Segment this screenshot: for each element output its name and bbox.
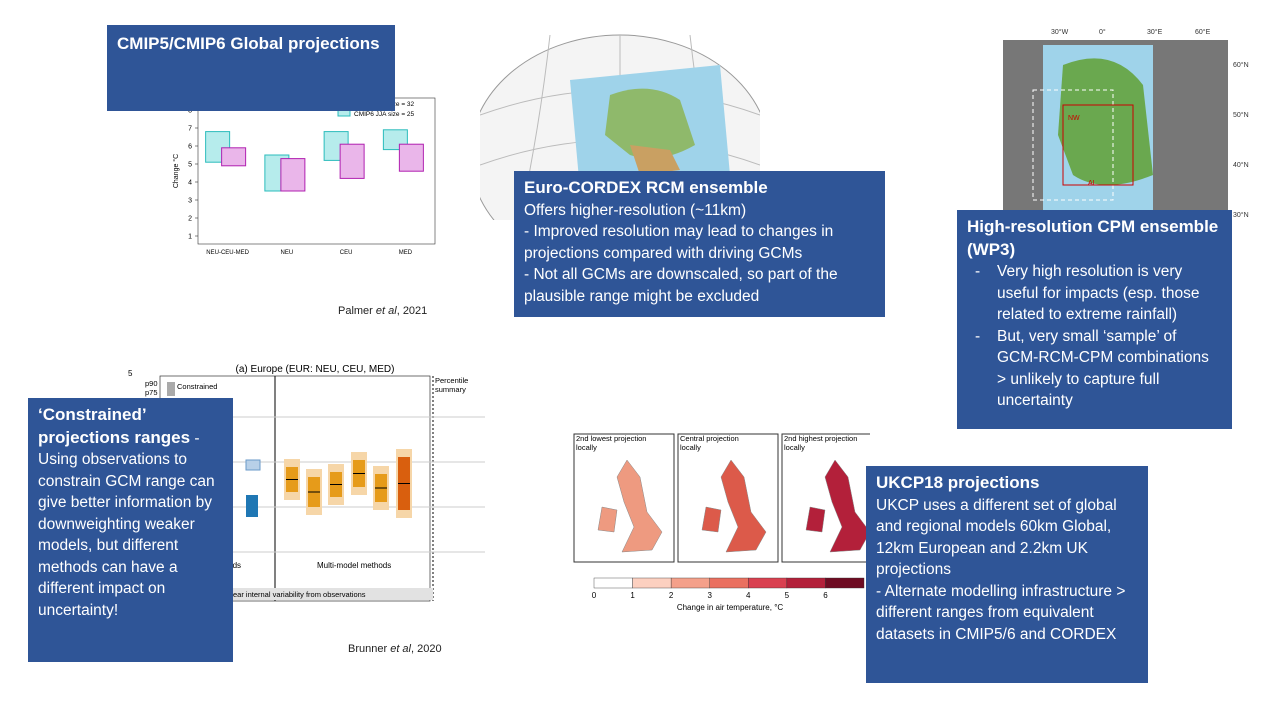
y-tick-label: 5 xyxy=(188,162,192,169)
panel-title: 2nd lowest projection locally xyxy=(576,435,647,452)
box-cmip5 xyxy=(221,147,247,167)
lon-label: 0° xyxy=(1099,28,1106,36)
region-label: NW xyxy=(1068,115,1080,122)
lon-label: 30°W xyxy=(1051,28,1069,36)
colorbar-cell xyxy=(709,577,749,589)
cpm-map: 30°W 0° 30°E 60°E 60°N 50°N 40°N 30°N NW AL xyxy=(1003,25,1253,225)
cite-part: et al xyxy=(375,305,397,317)
legend-label: p90 xyxy=(145,379,158,388)
legend-swatch xyxy=(167,382,175,396)
box xyxy=(246,495,258,517)
bullet: But, very small ‘sample’ of GCM-RCM-CPM … xyxy=(975,326,1222,412)
y-tick-label: 6 xyxy=(188,144,192,151)
box-text: - Improved resolution may lead to change… xyxy=(524,223,834,262)
band-label: ear internal variability from observatio… xyxy=(233,590,366,599)
summary-wrap: Percentile summary xyxy=(435,376,469,394)
uk-map xyxy=(701,459,767,553)
box-title: Euro-CORDEX RCM ensemble xyxy=(524,178,768,197)
ukcp-box: UKCP18 projections UKCP uses a different… xyxy=(866,466,1148,683)
panel-title-wrap: Central projection locally xyxy=(680,435,739,452)
x-tick-label: MED xyxy=(399,250,413,256)
colorbar-tick: 5 xyxy=(785,591,790,600)
box-cmip5 xyxy=(398,143,424,172)
cmip-box: CMIP5/CMIP6 Global projections xyxy=(107,25,395,111)
panel-title-wrap: 2nd highest projection locally xyxy=(784,435,858,452)
colorbar-cell xyxy=(593,577,633,589)
y-tick-label: 8 xyxy=(188,108,192,115)
cite-part: et al xyxy=(390,643,411,655)
panel-title-wrap: 2nd lowest projection locally xyxy=(576,435,647,452)
colorbar-tick: 3 xyxy=(707,591,712,600)
colorbar-tick: 1 xyxy=(630,591,635,600)
panel-title: 2nd highest projection locally xyxy=(784,435,858,452)
bullet: Very high resolution is very useful for … xyxy=(975,261,1222,326)
box-text: - Alternate modelling infrastructure > d… xyxy=(876,582,1126,643)
cite-part: Brunner xyxy=(348,643,391,655)
legend-label: p75 xyxy=(145,388,158,397)
x-tick-label: NEU xyxy=(281,250,294,256)
colorbar-cell xyxy=(632,577,672,589)
uk-map xyxy=(597,459,663,553)
lon-label: 30°E xyxy=(1147,28,1163,36)
figure-title: (a) Europe (EUR: NEU, CEU, MED) xyxy=(236,364,395,375)
colorbar-label: Change in air temperature, °C xyxy=(677,603,784,612)
y-tick-label: 3 xyxy=(188,198,192,205)
box xyxy=(245,459,261,471)
y-axis-label: Change °C xyxy=(172,154,180,188)
lon-label: 60°E xyxy=(1195,28,1211,36)
y-tick-label: 7 xyxy=(188,126,192,133)
uk-map xyxy=(805,459,870,553)
box-text: - Not all GCMs are downscaled, so part o… xyxy=(524,266,838,305)
colorbar-tick: 4 xyxy=(746,591,751,600)
panel-title: Central projection locally xyxy=(680,435,739,452)
box-text: - Using observations to constrain GCM ra… xyxy=(38,429,215,619)
constrained-box: ‘Constrained’ projections ranges - Using… xyxy=(28,398,233,662)
cite-part: , 2020 xyxy=(411,643,442,655)
y-tick-label: 1 xyxy=(188,234,192,241)
colorbar-tick: 2 xyxy=(669,591,674,600)
x-tick-label: CEU xyxy=(340,250,353,256)
colorbar-tick: 0 xyxy=(592,591,597,600)
x-tick-label: NEU-CEU-MED xyxy=(206,250,249,256)
lat-label: 40°N xyxy=(1233,161,1249,169)
lat-label: 30°N xyxy=(1233,211,1249,219)
citation: Brunner et al, 2020 xyxy=(348,643,442,655)
box-title: UKCP18 projections xyxy=(876,473,1040,492)
lat-label: 50°N xyxy=(1233,111,1249,119)
summary-label: Percentile summary xyxy=(435,376,469,394)
box-cmip5 xyxy=(280,158,306,192)
y-tick-label: 5 xyxy=(128,369,133,378)
citation: Palmer et al, 2021 xyxy=(338,305,427,317)
section-label: Multi-model methods xyxy=(317,561,391,570)
box-title: CMIP5/CMIP6 Global projections xyxy=(117,34,380,53)
colorbar-cell xyxy=(786,577,826,589)
legend-label: Constrained xyxy=(177,382,217,391)
region-label: AL xyxy=(1088,180,1097,187)
box-title: High-resolution CPM ensemble (WP3) xyxy=(967,217,1219,259)
cite-part: , 2021 xyxy=(396,305,428,317)
cite-part: Palmer xyxy=(338,305,376,317)
colorbar-cell xyxy=(670,577,710,589)
y-tick-label: 2 xyxy=(188,216,192,223)
lat-label: 60°N xyxy=(1233,61,1249,69)
eucp-figure: EUCP regions end of century12345678Chang… xyxy=(170,84,445,265)
uk-figure: RCM-PPE2nd lowest projection locallyCent… xyxy=(570,432,870,617)
colorbar-cell xyxy=(825,577,865,589)
y-tick-label: 4 xyxy=(188,180,192,187)
legend-label: CMIP6 JJA size = 25 xyxy=(354,111,415,118)
colorbar-cell xyxy=(748,577,788,589)
box-text: Offers higher-resolution (~11km) xyxy=(524,201,747,219)
cpm-box: High-resolution CPM ensemble (WP3) Very … xyxy=(957,210,1232,429)
box-title: ‘Constrained’ projections ranges xyxy=(38,405,191,447)
box-cmip5 xyxy=(339,143,365,179)
colorbar-tick: 6 xyxy=(823,591,828,600)
box-text: UKCP uses a different set of global and … xyxy=(876,496,1117,579)
cordex-box: Euro-CORDEX RCM ensemble Offers higher-r… xyxy=(514,171,885,317)
